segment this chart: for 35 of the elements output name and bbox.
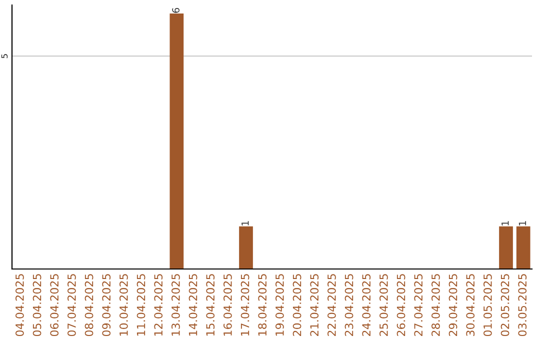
- x-tick-label: 29.04.2025: [448, 274, 458, 336]
- x-tick-label: 24.04.2025: [362, 274, 371, 336]
- x-tick-label: 05.04.2025: [32, 274, 42, 336]
- x-tick-label: 22.04.2025: [327, 274, 336, 336]
- x-tick-label: 03.05.2025: [518, 274, 527, 336]
- data-label: 1: [242, 221, 249, 226]
- x-tick-label: 06.04.2025: [50, 274, 59, 336]
- x-tick-label: 18.04.2025: [258, 274, 267, 336]
- x-tick-label: 17.04.2025: [240, 274, 250, 336]
- x-tick-label: 16.04.2025: [223, 274, 232, 336]
- data-label: 6: [172, 8, 180, 13]
- x-tick-label: 27.04.2025: [414, 274, 423, 336]
- x-tick-label: 28.04.2025: [431, 274, 440, 336]
- x-tick-label: 14.04.2025: [188, 274, 198, 336]
- x-tick-label: 15.04.2025: [206, 274, 215, 336]
- x-tick-label: 11.04.2025: [136, 274, 146, 336]
- x-tick-label: 10.04.2025: [119, 274, 128, 336]
- x-tick-label: 07.04.2025: [67, 274, 76, 336]
- x-tick-label: 23.04.2025: [344, 274, 354, 336]
- data-label: 1: [518, 221, 526, 226]
- x-tick-label: 30.04.2025: [466, 274, 475, 336]
- y-tick-label: 5: [1, 54, 8, 58]
- data-label: 1: [502, 221, 509, 226]
- x-tick-label: 09.04.2025: [102, 274, 111, 336]
- x-tick-label: 08.04.2025: [84, 274, 94, 336]
- x-tick-label: 04.04.2025: [15, 274, 24, 336]
- x-tick-label: 21.04.2025: [310, 274, 319, 336]
- x-tick-label: 19.04.2025: [275, 274, 284, 336]
- x-tick-label: 26.04.2025: [396, 274, 406, 336]
- x-tick-label: 20.04.2025: [292, 274, 302, 336]
- x-tick-label: 25.04.2025: [379, 274, 388, 336]
- x-tick-label: 12.04.2025: [154, 274, 163, 336]
- x-tick-label: 02.05.2025: [500, 274, 510, 336]
- x-tick-label: 13.04.2025: [171, 274, 180, 336]
- x-tick-label: 01.05.2025: [483, 274, 492, 336]
